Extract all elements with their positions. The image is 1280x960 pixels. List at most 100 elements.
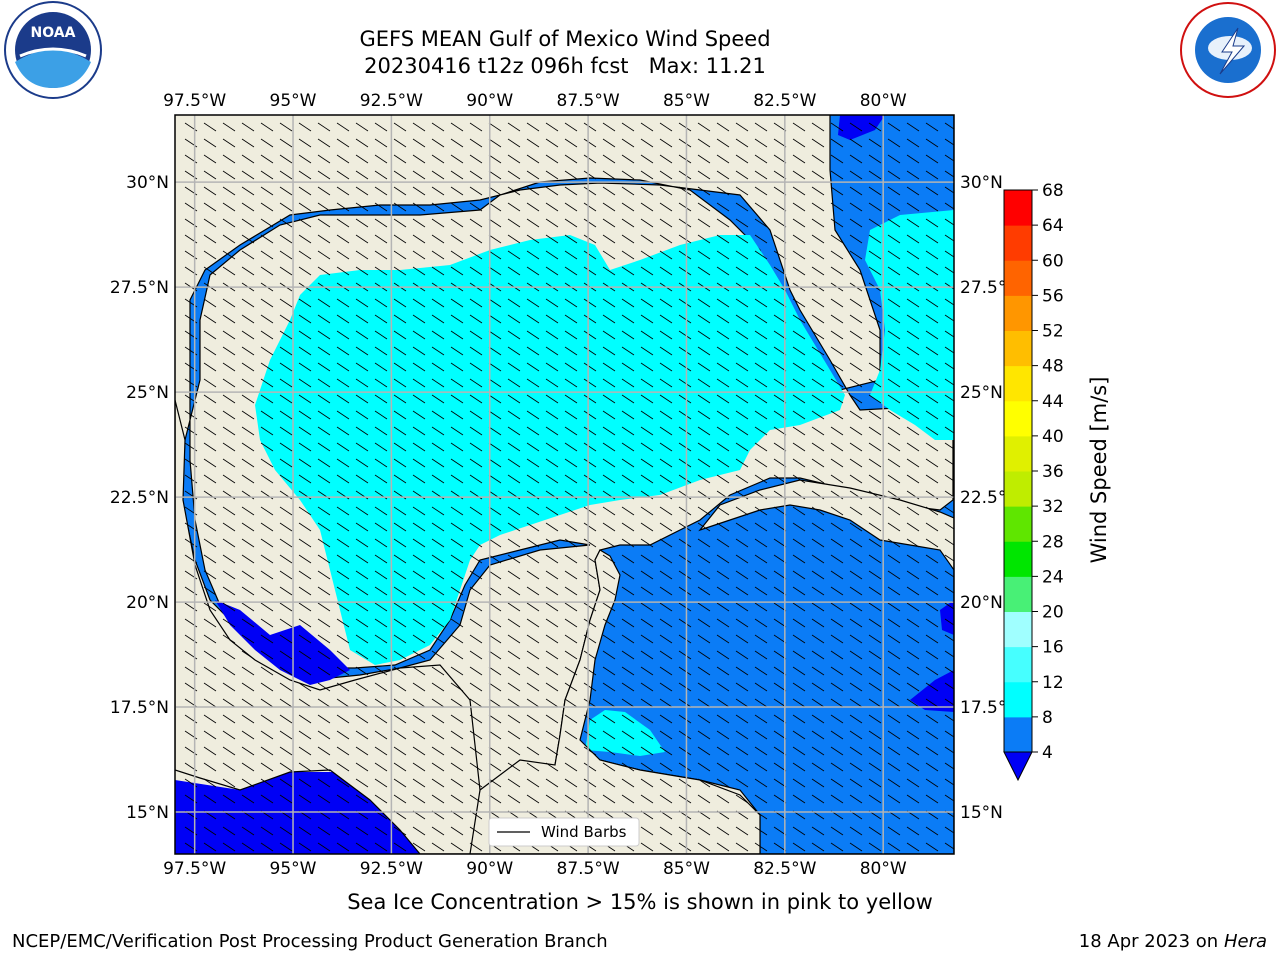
wind-barb [868,586,882,596]
wind-barb [355,266,369,276]
wind-barb [355,298,369,308]
wind-barb [564,602,578,612]
wind-barb [393,362,407,372]
wind-barb [659,346,673,356]
wind-barb [849,714,863,724]
wind-barb [640,298,654,308]
wind-barb [583,554,597,564]
wind-barb [526,362,540,372]
wind-barb [716,826,730,836]
wind-barb [678,314,692,324]
wind-barb [203,730,217,740]
wind-barb [374,522,388,532]
wind-barb [678,794,692,804]
wind-barb [697,746,711,756]
wind-barb [431,650,445,660]
wind-barb [697,618,711,628]
wind-barb [849,234,863,244]
wind-barb [754,762,768,772]
wind-barb [431,794,445,804]
wind-barb [260,634,274,644]
wind-barb [507,650,521,660]
wind-barb [887,762,901,772]
wind-barb [602,442,616,452]
wind-barb [716,650,730,660]
wind-barb [811,362,825,372]
wind-barb [241,122,255,132]
wind-barb [564,378,578,388]
wind-barb [450,714,464,724]
wind-barb [811,842,825,852]
wind-barb [469,234,483,244]
wind-barb [203,202,217,212]
wind-barb [906,778,920,788]
wind-barb [393,602,407,612]
wind-barb [792,266,806,276]
wind-barb [488,138,502,148]
wind-barb [868,730,882,740]
wind-barb [241,154,255,164]
wind-barb [773,298,787,308]
wind-barb [906,522,920,532]
wind-barb [412,666,426,676]
wind-barb [393,682,407,692]
wind-barb [431,362,445,372]
wind-barb [469,170,483,180]
wind-barb [906,362,920,372]
wind-barb [279,506,293,516]
wind-barb [317,602,331,612]
wind-barb [621,522,635,532]
wind-barb [754,378,768,388]
wind-barb [697,682,711,692]
wind-barb [260,458,274,468]
wind-barb [374,362,388,372]
wind-barb [659,266,673,276]
wind-barb [830,218,844,228]
wind-barb [906,234,920,244]
wind-barb [887,202,901,212]
wind-barb [374,474,388,484]
wind-barb [298,218,312,228]
wind-barb [203,442,217,452]
wind-barb [203,826,217,836]
wind-barb [526,698,540,708]
wind-barb [507,346,521,356]
wind-barb [906,682,920,692]
wind-barb [640,666,654,676]
lon-label-bottom: 80°W [860,859,907,879]
wind-barb [754,330,768,340]
wind-barb [659,186,673,196]
wind-barb [849,122,863,132]
wind-barb [849,298,863,308]
wind-barb [849,570,863,580]
wind-barb [298,602,312,612]
wind-barb [260,570,274,580]
wind-barb [241,186,255,196]
wind-barb [241,378,255,388]
wind-barb [944,730,954,738]
wind-barb [659,314,673,324]
wind-barb [431,394,445,404]
wind-barb [564,154,578,164]
wind-barb [925,186,939,196]
wind-barb [868,554,882,564]
wind-barb [792,554,806,564]
wind-barb [336,442,350,452]
wind-barb [222,570,236,580]
wind-barb [906,538,920,548]
wind-lt4-bay-of-campeche [215,600,350,685]
wind-barb [317,778,331,788]
wind-barb [526,762,540,772]
colorbar-tick-label: 64 [1042,216,1064,236]
wind-barb [355,218,369,228]
wind-barb [716,666,730,676]
wind-barb [906,442,920,452]
wind-barb [412,698,426,708]
wind-barb [659,154,673,164]
wind-barb [697,186,711,196]
wind-barb [241,442,255,452]
wind-barb [545,714,559,724]
wind-barb [602,218,616,228]
wind-barb [602,458,616,468]
wind-barb [412,586,426,596]
